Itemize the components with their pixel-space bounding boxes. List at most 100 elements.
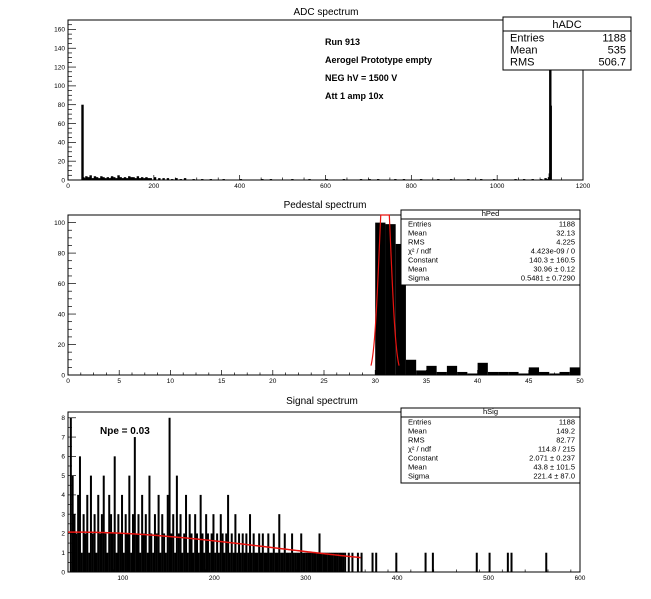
signal-y-tick-label-2: 2 — [61, 531, 65, 538]
pedestal-stats-key-6: Sigma — [408, 274, 430, 283]
adc-bin-42 — [192, 179, 195, 180]
signal-bin-84 — [223, 552, 226, 572]
adc-bin-51 — [325, 179, 328, 180]
signal-bin-12 — [91, 533, 94, 572]
signal-bin-78 — [212, 514, 215, 572]
signal-bin-80 — [216, 533, 219, 572]
adc-bin-45 — [222, 179, 225, 180]
pedestal-y-tick-label-0: 0 — [61, 372, 65, 379]
signal-bin-133 — [313, 552, 316, 572]
adc-bin-39 — [175, 178, 178, 180]
signal-bin-157 — [395, 552, 398, 572]
signal-bin-17 — [100, 514, 103, 572]
run-label: Run 913 — [325, 37, 360, 47]
signal-bin-81 — [217, 552, 220, 572]
signal-bin-160 — [475, 552, 478, 572]
signal-bin-135 — [316, 552, 319, 572]
pedestal-bin-14 — [518, 373, 529, 375]
signal-stats-key-6: Sigma — [408, 472, 430, 481]
signal-bin-141 — [327, 552, 330, 572]
signal-y-tick-label-1: 1 — [61, 550, 65, 557]
adc-bin-18 — [117, 175, 120, 180]
pedestal-x-tick-label-8: 40 — [474, 378, 482, 385]
adc-stats-key-2: RMS — [510, 57, 534, 69]
adc-bin-68 — [544, 178, 547, 180]
signal-bin-103 — [258, 533, 261, 572]
adc-y-tick-label-7: 140 — [54, 46, 65, 53]
signal-bin-6 — [80, 552, 83, 572]
adc-bin-2 — [83, 178, 86, 180]
signal-bin-45 — [152, 552, 155, 572]
pedestal-stats-name: hPed — [482, 209, 500, 218]
signal-bin-52 — [164, 552, 167, 572]
signal-bin-33 — [130, 552, 133, 572]
signal-bin-99 — [250, 552, 253, 572]
adc-x-tick-label-4: 800 — [406, 183, 417, 190]
adc-bin-0 — [81, 104, 84, 180]
signal-bin-15 — [97, 494, 100, 572]
pedestal-title: Pedestal spectrum — [284, 200, 367, 211]
signal-bin-87 — [228, 552, 231, 572]
signal-bin-2 — [73, 514, 76, 572]
adc-bin-66 — [531, 179, 534, 180]
adc-stats-value-0: 1188 — [602, 33, 626, 45]
signal-bin-67 — [192, 552, 195, 572]
adc-bin-57 — [402, 179, 406, 180]
signal-stats-value-3: 114.8 / 215 — [538, 445, 575, 454]
signal-bin-158 — [424, 552, 427, 572]
adc-bin-64 — [514, 179, 517, 180]
signal-stats-key-2: RMS — [408, 436, 425, 445]
signal-bin-153 — [356, 552, 359, 572]
pedestal-bin-2 — [395, 243, 406, 375]
signal-bin-20 — [106, 552, 109, 572]
signal-x-tick-label-4: 500 — [483, 575, 494, 582]
signal-bin-24 — [113, 456, 116, 572]
pedestal-bars — [375, 222, 580, 375]
adc-bin-16 — [113, 177, 116, 180]
adc-bin-6 — [91, 178, 95, 180]
adc-bin-30 — [143, 178, 146, 180]
signal-bars — [69, 417, 548, 572]
signal-bin-49 — [159, 552, 162, 572]
adc-spectrum-panel: ADC spectrum 0 200 400 600 800 1000 1200 0 20 40… — [54, 7, 632, 190]
prototype-label: Aerogel Prototype empty — [325, 55, 432, 65]
pedestal-spectrum-panel: Pedestal spectrum 0 5 10 15 20 25 30 35 40 45 50 0… — [54, 200, 584, 385]
pedestal-bin-7 — [446, 365, 458, 375]
adc-bin-36 — [162, 178, 165, 180]
adc-bin-55 — [377, 179, 380, 180]
adc-y-tick-label-2: 40 — [58, 140, 66, 147]
pedestal-stats-value-3: 4.423e-09 / 0 — [531, 247, 575, 256]
signal-bin-162 — [506, 552, 509, 572]
signal-bin-109 — [269, 552, 272, 572]
adc-bin-34 — [153, 177, 157, 180]
adc-stats-name: hADC — [552, 19, 581, 31]
pedestal-stats-frame — [400, 209, 581, 286]
signal-bin-108 — [267, 533, 270, 572]
signal-bin-122 — [292, 552, 295, 572]
signal-bin-101 — [254, 552, 257, 572]
signal-bin-155 — [371, 552, 374, 572]
signal-bin-111 — [272, 533, 275, 572]
signal-bin-92 — [238, 533, 241, 572]
signal-x-tick-label-0: 100 — [117, 575, 128, 582]
signal-bin-85 — [225, 533, 228, 572]
signal-bin-117 — [283, 533, 286, 572]
signal-bin-9 — [86, 494, 89, 572]
signal-stats-value-0: 1188 — [559, 418, 575, 427]
adc-bin-58 — [419, 179, 423, 180]
signal-bin-62 — [183, 533, 186, 572]
signal-bin-104 — [260, 552, 262, 572]
signal-bin-34 — [132, 514, 134, 572]
signal-bin-39 — [141, 494, 144, 572]
signal-spectrum-panel: Signal spectrum 100 200 300 400 500 600 0 1 2 3 4… — [61, 396, 585, 582]
adc-bin-14 — [108, 178, 112, 180]
adc-y-tick-label-4: 80 — [58, 102, 66, 109]
signal-bin-50 — [161, 514, 164, 572]
signal-y-tick-label-4: 4 — [61, 492, 65, 499]
signal-stats-key-5: Mean — [408, 463, 427, 472]
adc-stats-frame — [502, 16, 632, 71]
signal-bin-128 — [303, 552, 306, 572]
pedestal-x-axis: 0 5 10 15 20 25 30 35 40 45 50 — [66, 370, 584, 385]
adc-bin-25 — [132, 177, 135, 180]
